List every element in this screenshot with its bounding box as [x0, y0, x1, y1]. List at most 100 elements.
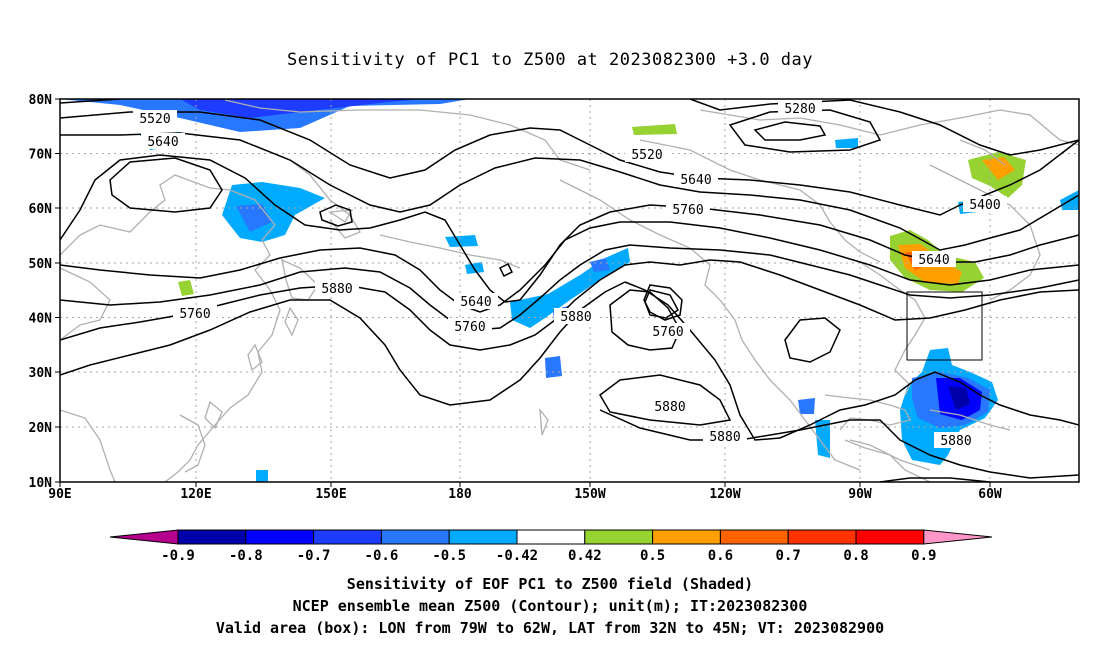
lon-tick-label: 150W [574, 487, 605, 502]
contour-label: 5760 [179, 307, 210, 322]
coastline [60, 267, 111, 341]
colorbar-label: 0.5 [640, 548, 665, 564]
contour-label: 5760 [454, 320, 485, 335]
shading-blob [178, 280, 194, 296]
lat-tick-label: 70N [29, 148, 53, 163]
contour-line [498, 262, 514, 278]
contour-label-bg [648, 398, 692, 414]
longitude-labels: 90E 120E 150E 180 150W 120W 90W 60W [48, 482, 1002, 502]
coastline [247, 343, 263, 372]
colorbar-right-triangle [923, 529, 993, 545]
coastline [379, 234, 521, 269]
lon-tick-label: 60W [978, 487, 1002, 502]
lon-tick-label: 150E [315, 487, 346, 502]
contour-label-bg [315, 280, 359, 296]
contour-label-bg [646, 323, 690, 339]
shading-blob [632, 124, 677, 135]
contour-label: 5520 [139, 112, 170, 127]
contour-label-bg [912, 251, 956, 267]
contour-label: 5640 [680, 173, 711, 188]
contour-line [624, 281, 1079, 441]
contour-label: 5880 [654, 400, 685, 415]
contour-label: 5520 [631, 148, 662, 163]
contour-label: 5280 [784, 102, 815, 117]
colorbar-segment [652, 529, 721, 545]
shading-blob [545, 356, 562, 378]
coastline [639, 139, 881, 263]
coastline [849, 439, 931, 471]
contour-line [60, 244, 1079, 331]
shading-blob [982, 157, 1015, 180]
colorbar-label: 0.7 [776, 548, 801, 564]
colorbar-segment [448, 529, 518, 545]
contour-line [784, 317, 841, 363]
shading-blob [445, 235, 478, 247]
colorbar-label: 0.6 [708, 548, 733, 564]
colorbar-label: -0.6 [365, 548, 399, 564]
coastline [60, 174, 281, 482]
colorbar-segment [719, 529, 789, 545]
coastline [328, 209, 354, 223]
footer-line-3: Valid area (box): LON from 79W to 62W, L… [215, 619, 885, 637]
shading-blob [222, 182, 325, 242]
contour-label: 5880 [940, 434, 971, 449]
colorbar-segment [787, 529, 857, 545]
contour-label: 5880 [560, 310, 591, 325]
lat-tick-label: 80N [29, 93, 53, 108]
colorbar-label: -0.9 [161, 548, 195, 564]
contour-line [60, 221, 1079, 313]
contour-label-bg [703, 428, 747, 444]
colorbar-label: 0.9 [911, 548, 936, 564]
lat-lon-gridlines [60, 99, 1079, 482]
contour-line [60, 281, 626, 406]
coastline [929, 409, 1011, 431]
sensitivity-shading [60, 99, 1079, 482]
contour-line [109, 157, 223, 213]
contour-label: 5640 [147, 135, 178, 150]
colorbar-label: 0.8 [843, 548, 868, 564]
latitude-labels: 80N 70N 60N 50N 40N 30N 20N 10N [29, 93, 60, 491]
colorbar-segment [380, 529, 450, 545]
lat-tick-label: 60N [29, 202, 53, 217]
contour-label: 5640 [460, 295, 491, 310]
colorbar-label: 0.42 [568, 548, 602, 564]
shading-blob [256, 470, 268, 482]
colorbar-segment [177, 529, 247, 545]
contour-label-bg [666, 201, 710, 217]
coastline [179, 414, 206, 473]
contour-label-bg [934, 432, 978, 448]
contour-label: 5880 [709, 430, 740, 445]
colorbar-segment [855, 529, 925, 545]
coastline [759, 117, 881, 136]
contour-label-bg [625, 146, 669, 162]
colorbar-segment [245, 529, 315, 545]
contour-line [689, 99, 1079, 156]
colorbar-left-triangle [109, 529, 179, 545]
contour-label-bg [674, 171, 718, 187]
shading-blob [590, 258, 610, 272]
lat-tick-label: 20N [29, 421, 53, 436]
contour-label-bg [778, 100, 822, 116]
shading-blob [798, 398, 815, 414]
contour-label-bg [133, 110, 177, 126]
coastline [879, 109, 1079, 146]
coastline [824, 394, 911, 431]
contour-label-bg [141, 133, 185, 149]
contour-line [319, 204, 353, 227]
colorbar-segment [516, 529, 586, 545]
contour-line [60, 111, 1079, 216]
lon-tick-label: 90E [48, 487, 71, 502]
contour-line [599, 409, 1079, 479]
coastline [224, 99, 591, 171]
contour-label: 5880 [321, 282, 352, 297]
contour-label: 5760 [672, 203, 703, 218]
contour-label-bg [454, 293, 498, 309]
lat-tick-label: 30N [29, 366, 53, 381]
contour-label-bg [554, 308, 598, 324]
contour-label-bg [963, 196, 1007, 212]
colorbar-label: -0.7 [297, 548, 331, 564]
colorbar-label: -0.8 [229, 548, 263, 564]
contour-line [879, 477, 991, 482]
colorbar-segment [313, 529, 382, 545]
